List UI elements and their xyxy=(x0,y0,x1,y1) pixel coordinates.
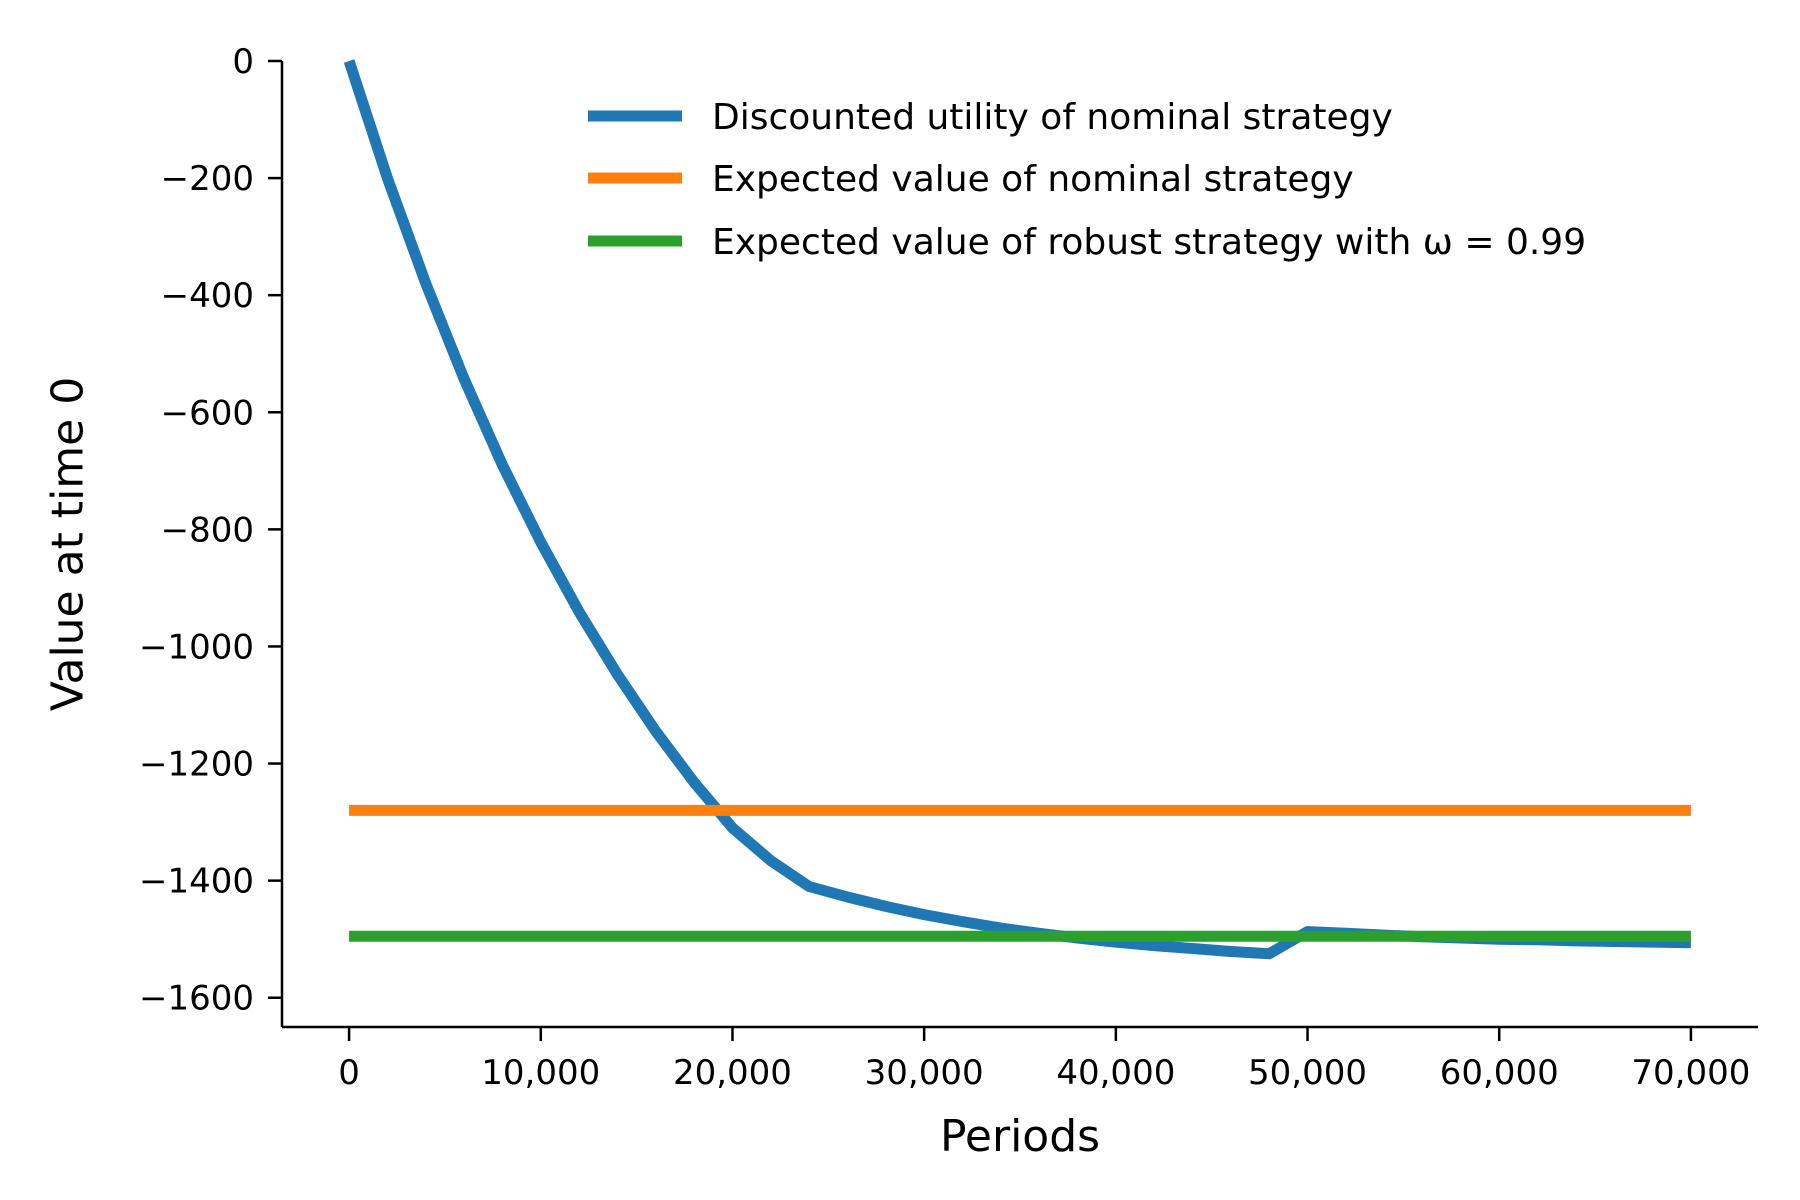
x-axis-label: Periods xyxy=(940,1111,1100,1162)
y-tick-label: −1000 xyxy=(139,627,254,667)
y-axis-label: Value at time 0 xyxy=(42,377,93,711)
x-tick-label: 10,000 xyxy=(481,1053,600,1093)
x-tick-label: 60,000 xyxy=(1440,1053,1559,1093)
y-tick-label: −1400 xyxy=(139,862,254,902)
y-tick-label: −200 xyxy=(161,159,254,199)
x-tick-label: 50,000 xyxy=(1248,1053,1367,1093)
y-tick-label: −1600 xyxy=(139,979,254,1019)
x-tick-label: 30,000 xyxy=(865,1053,984,1093)
ticks: 0 −200 −400 −600 −800 −1000 −1200 −1400 −1600 0 10… xyxy=(139,42,1750,1093)
axes xyxy=(280,61,1758,1029)
x-tick-label: 40,000 xyxy=(1056,1053,1175,1093)
y-tick-label: −400 xyxy=(161,276,254,316)
y-tick-label: −600 xyxy=(161,393,254,433)
series-lines xyxy=(343,59,1691,960)
legend-label: Expected value of nominal strategy xyxy=(712,159,1354,200)
legend-label: Expected value of robust strategy with ω… xyxy=(712,222,1586,263)
x-tick-label: 70,000 xyxy=(1631,1053,1750,1093)
legend-label: Discounted utility of nominal strategy xyxy=(712,97,1393,138)
y-tick-label: −1200 xyxy=(139,745,254,785)
y-tick-label: 0 xyxy=(232,42,254,82)
x-tick-label: 0 xyxy=(338,1053,360,1093)
x-tick-label: 20,000 xyxy=(673,1053,792,1093)
legend: Discounted utility of nominal strategy Ex… xyxy=(588,97,1586,263)
y-tick-label: −800 xyxy=(161,510,254,550)
